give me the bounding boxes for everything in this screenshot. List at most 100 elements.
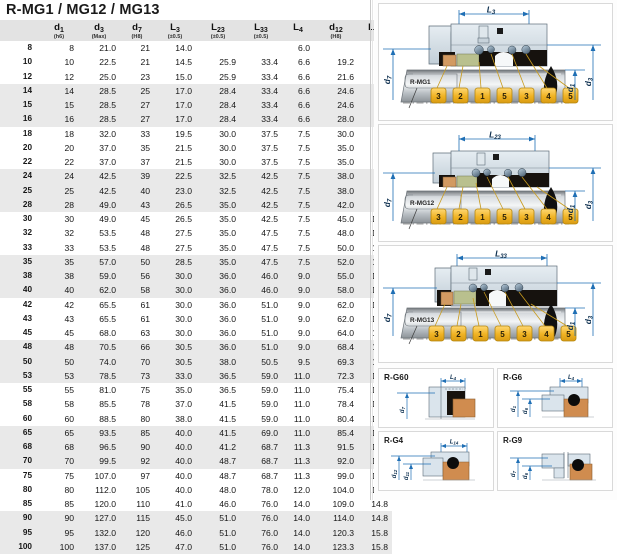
cell-d7: 78 [140,399,150,410]
cell-L4: 14.0 [293,527,310,538]
cell-d12: 35.0 [337,157,354,167]
cell-idx: 15 [22,100,32,109]
cell-L3: 17.0 [175,114,192,125]
cell-d1: 20 [64,142,74,153]
panel-divider-shadow [372,0,373,500]
cell-idx: 40 [22,285,32,295]
cell-L23: 28.4 [219,114,236,125]
table-body: 8 8 21.0 21 14.0 6.0 10 10 22.5 21 14.5 25.9 33.4 6… [0,41,392,554]
cell-L4: 9.5 [298,356,310,367]
cell-d1: 60 [64,413,74,424]
cell-d3: 28.5 [99,100,116,110]
cell-L33: 50.5 [261,356,278,367]
cell-L33: 42.5 [261,171,278,182]
seal-name-label: R-MG13 [410,317,435,324]
callout-number: 5 [502,92,507,101]
cell-L33: 33.4 [261,71,278,82]
cell-d12: 24.6 [337,100,354,110]
table-header-row: d1 (h6) d3 (Max) d7 (H8) L3 (±0.5) L23 (±0.5) L33(… [0,20,392,41]
cell-L33: 51.0 [261,313,278,324]
figure-r-mg1: L3 [378,3,613,121]
cell-d3: 53.5 [99,242,116,253]
cell-d7: 27 [140,114,150,125]
figure-r-g60: R-G60 L4 d7 [378,368,494,428]
cell-idx: 42 [22,299,32,309]
callout-badge [474,87,491,104]
seal-name-label: R-MG12 [410,200,435,207]
cell-d1: 38 [64,271,74,281]
cell-d12: 69.3 [337,356,354,367]
cell-d12: 62.0 [337,313,354,324]
cell-L33: 69.0 [261,427,278,438]
cell-L23: 48.7 [219,456,236,467]
column-header-L4: L4 [282,20,314,41]
cell-d1: 100 [59,541,74,552]
cell-d3: 22.5 [99,57,116,68]
figure-title: R-G4 [384,436,404,445]
callout-number: 3 [436,213,441,222]
cell-L33: 51.0 [261,342,278,353]
cell-L3: 19.5 [175,128,192,139]
callout-number: 3 [524,92,529,101]
cell-d3: 32.0 [99,128,116,139]
column-header-d12: d12 (H8) [314,20,358,41]
cell-d3: 37.0 [99,142,116,153]
cell-d7: 50 [140,256,150,267]
cell-L3: 30.5 [175,342,192,353]
cell-idx: 48 [22,342,32,352]
cell-L3: 21.5 [175,157,192,167]
cell-d12: 48.0 [337,228,354,239]
callout-badge [430,87,447,104]
cell-L3: 37.0 [175,399,192,410]
cell-L3: 35.0 [175,385,192,395]
figure-r-mg13-drawing: L33 R-MG [382,248,601,345]
cell-d3: 53.5 [99,228,116,239]
cell-L23: 35.0 [219,199,236,210]
dimension-label-d6: d6 [523,472,529,479]
callout-badge [452,208,469,225]
dimension-label-top: L4 [568,375,575,381]
cell-L4: 14.0 [293,541,310,552]
cell-L3: 40.0 [175,470,192,481]
cell-d1: 48 [64,342,74,353]
column-header-L23: L23 (±0.5) [196,20,240,41]
cell-L4: 9.0 [298,271,310,281]
cell-L23: 35.0 [219,256,236,267]
callout-badge [538,325,555,342]
cell-L23: 36.5 [219,370,236,381]
cell-d7: 75 [140,385,150,395]
cell-idx: 33 [22,242,32,252]
cell-idx: 85 [22,499,32,508]
cell-L23: 36.0 [219,285,236,296]
cell-L3: 40.0 [175,427,192,438]
cell-d7: 115 [136,513,150,524]
cell-d12: 99.0 [337,470,354,481]
cell-L4: 6.6 [298,85,310,96]
cell-d3: 42.5 [99,185,116,196]
cell-L4: 11.0 [293,413,310,424]
cell-d7: 90 [140,442,150,452]
callout-number: 5 [502,213,507,222]
cell-L3: 46.0 [175,527,192,538]
cell-L23: 32.5 [219,171,236,182]
figure-title: R-G6 [503,373,523,382]
cell-L4: 9.0 [298,328,310,338]
cell-L33: 51.0 [261,328,278,338]
callout-badge [562,208,579,225]
callout-number: 3 [522,330,527,339]
cell-d12: 50.0 [337,242,354,253]
cell-L33: 51.0 [261,299,278,310]
cell-L3: 14.0 [175,43,192,53]
figure-r-g6: R-G6 L4 [497,368,613,428]
cell-L33: 46.0 [261,271,278,281]
cell-d12: 91.5 [337,442,354,452]
seal-name-label: R-MG1 [410,79,431,86]
cell-L4: 11.0 [293,370,310,381]
callout-badge [540,208,557,225]
table-row: 95 95 132.0 120 46.0 51.0 76.0 14.0 120.3 15.8 [0,525,392,540]
cell-d3: 99.5 [99,456,116,467]
cell-d12: 85.4 [337,427,354,438]
